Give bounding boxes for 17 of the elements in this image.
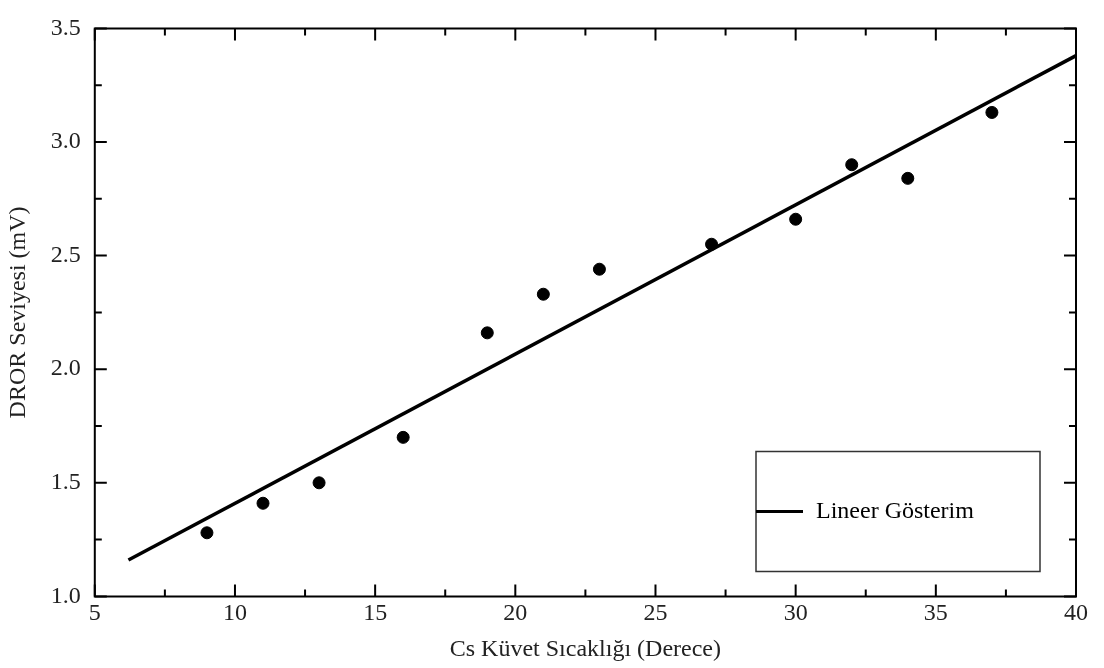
y-tick-label: 1.5 — [50, 468, 81, 495]
x-tick-label: 35 — [923, 599, 948, 626]
y-axis-title: DROR Seviyesi (mV) — [3, 206, 30, 419]
y-tick-label: 3.5 — [50, 13, 81, 40]
x-tick-label: 5 — [88, 599, 101, 626]
y-tick-label: 1.0 — [50, 581, 81, 608]
legend-label: Lineer Gösterim — [816, 496, 975, 523]
x-tick-label: 15 — [363, 599, 388, 626]
x-axis-title: Cs Küvet Sıcaklığı (Derece) — [449, 634, 722, 661]
x-tick-label: 40 — [1064, 599, 1088, 626]
x-tick-label: 30 — [783, 599, 808, 626]
y-tick-label: 3.0 — [50, 127, 81, 154]
x-tick-label: 25 — [643, 599, 668, 626]
x-tick-label: 20 — [503, 599, 528, 626]
y-tick-label: 2.5 — [50, 240, 81, 267]
x-tick-label: 10 — [222, 599, 247, 626]
y-tick-label: 2.0 — [50, 354, 81, 381]
